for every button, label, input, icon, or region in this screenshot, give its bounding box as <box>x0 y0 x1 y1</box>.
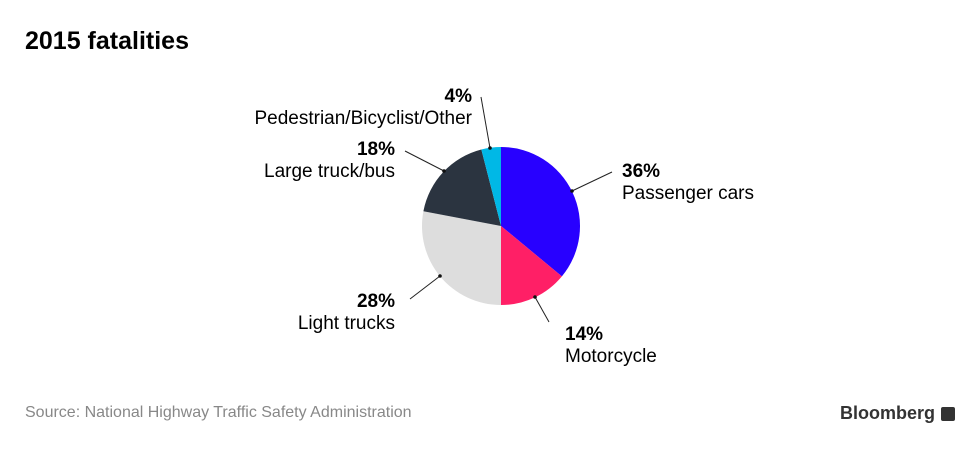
leader-line-motorcycle <box>534 296 550 323</box>
leader-line-large-truck <box>404 150 445 172</box>
label-large-truck: 18% Large truck/bus <box>264 139 395 183</box>
leader-line-pedestrian <box>480 96 491 149</box>
pct-label: 28% <box>356 291 395 312</box>
bloomberg-logo: Bloomberg <box>840 403 956 424</box>
leader-dot-light-trucks <box>438 274 442 278</box>
pct-label: 18% <box>356 139 395 160</box>
pie-slice-pedestrian <box>481 147 501 226</box>
leader-line-light-trucks <box>409 275 441 300</box>
slice-name: Motorcycle <box>565 346 657 367</box>
label-passenger-cars: 36% Passenger cars <box>622 161 754 205</box>
pie-slice-passenger-cars <box>501 147 581 277</box>
slice-name: Pedestrian/Bicyclist/Other <box>254 108 472 129</box>
leader-dot-passenger-cars <box>570 189 574 193</box>
label-pedestrian: 4% Pedestrian/Bicyclist/Other <box>254 86 472 130</box>
pie-slice-light-trucks <box>421 211 501 305</box>
leader-line-passenger-cars <box>571 171 613 192</box>
pie-slice-large-truck <box>423 149 501 226</box>
leader-dot-motorcycle <box>533 295 537 299</box>
leader-dot-large-truck <box>442 169 446 173</box>
source-note: Source: National Highway Traffic Safety … <box>25 404 412 421</box>
brand-name: Bloomberg <box>840 403 936 423</box>
label-motorcycle: 14% Motorcycle <box>565 324 657 368</box>
chart-title: 2015 fatalities <box>25 27 189 55</box>
pct-label: 4% <box>444 86 472 107</box>
slice-name: Light trucks <box>297 313 395 334</box>
pie-slice-motorcycle <box>501 226 562 305</box>
leader-dot-pedestrian <box>488 146 492 150</box>
pct-label: 36% <box>622 161 661 182</box>
slice-name: Passenger cars <box>622 183 755 204</box>
bloomberg-chart-icon <box>941 406 956 421</box>
pct-label: 14% <box>565 324 604 345</box>
label-light-trucks: 28% Light trucks <box>298 291 395 335</box>
slice-name: Large truck/bus <box>264 161 395 182</box>
